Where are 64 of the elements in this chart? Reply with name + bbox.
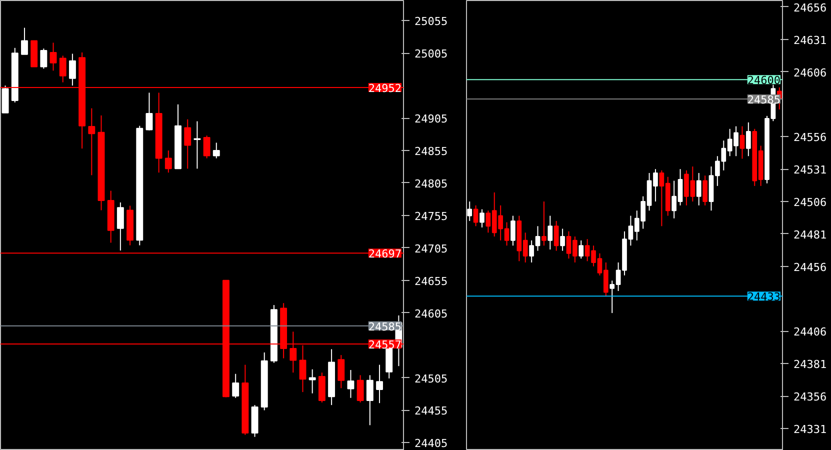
candlestick <box>232 373 240 398</box>
candlestick <box>164 150 172 174</box>
candlestick <box>347 369 354 398</box>
candlestick <box>480 208 484 228</box>
candlestick <box>560 228 565 252</box>
candlestick <box>702 175 708 206</box>
y-tick-label: 24381 <box>794 358 827 372</box>
candlestick <box>338 354 345 389</box>
ref-line-label: 24952 <box>368 82 402 96</box>
y-tick-label: 24656 <box>794 1 827 14</box>
candlestick <box>116 202 124 251</box>
y-tick-label: 25005 <box>414 48 448 61</box>
candlestick <box>740 126 745 160</box>
y-tick-label: 24505 <box>414 372 448 386</box>
ref-line-label: 24600 <box>747 74 781 88</box>
ref-line-label: 24697 <box>368 248 402 261</box>
candlestick <box>356 374 364 403</box>
y-tick-label: 24506 <box>794 196 827 210</box>
y-tick-label: 24556 <box>794 131 827 144</box>
candlestick <box>366 374 374 426</box>
candlestick <box>146 92 153 131</box>
candlestick <box>88 108 96 176</box>
y-tick-label: 24905 <box>414 112 448 126</box>
y-tick-label: 24455 <box>414 404 448 418</box>
y-tick-label: 24655 <box>414 274 448 288</box>
ref-line-label: 24557 <box>368 338 402 352</box>
candlestick <box>40 48 48 70</box>
candlestick <box>376 364 383 404</box>
y-tick-label: 24331 <box>794 422 827 436</box>
y-tick-label: 24855 <box>414 145 448 158</box>
candlestick <box>578 240 584 260</box>
candlestick <box>554 220 559 252</box>
y-tick-label: 24481 <box>794 228 827 242</box>
candlestick <box>203 135 210 159</box>
candlestick <box>746 122 751 157</box>
candlestick <box>59 55 66 83</box>
y-tick-label: 25055 <box>414 15 448 28</box>
y-tick-label: 24705 <box>414 242 448 256</box>
y-tick-label: 24356 <box>794 390 827 404</box>
y-tick-label: 24755 <box>414 210 448 223</box>
candlestick <box>50 42 57 72</box>
ref-line-label: 24585 <box>747 94 781 107</box>
candlestick <box>542 201 546 246</box>
y-tick-label: 24531 <box>794 164 827 177</box>
candlestick <box>194 120 201 170</box>
y-tick-label: 24631 <box>794 34 827 47</box>
ref-line-label: 24585 <box>368 320 402 334</box>
y-tick-label: 24456 <box>794 260 827 274</box>
y-tick-label: 24606 <box>794 66 827 80</box>
candlestick <box>184 118 192 170</box>
candlestick <box>696 172 702 206</box>
candlestick <box>68 53 76 86</box>
candlestick <box>21 27 28 55</box>
ref-line-label: 24433 <box>747 290 781 304</box>
y-tick-label: 24605 <box>414 307 448 320</box>
y-tick-label: 24405 <box>414 437 448 450</box>
candlestick <box>212 142 220 159</box>
candlestick <box>510 215 516 246</box>
candlestick <box>548 215 553 250</box>
candlestick <box>308 368 316 394</box>
y-tick-label: 24406 <box>794 326 827 339</box>
candlestick <box>467 201 472 222</box>
y-tick-label: 24805 <box>414 177 448 190</box>
candlestick <box>473 204 478 227</box>
